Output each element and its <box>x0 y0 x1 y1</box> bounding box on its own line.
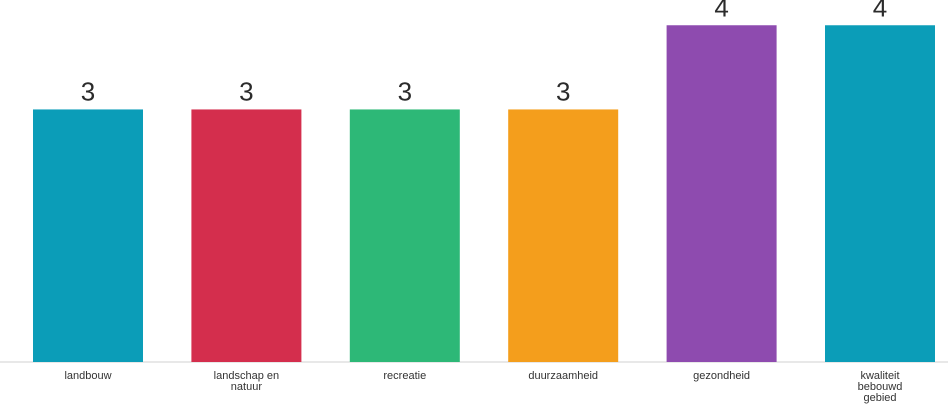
category-label-line: duurzaamheid <box>528 370 598 382</box>
category-label-1: landschap en natuur <box>214 370 279 393</box>
value-label-3: 3 <box>556 76 570 106</box>
value-label-5: 4 <box>873 0 887 22</box>
bar-0 <box>33 109 143 362</box>
category-label-line: landschap en <box>214 370 279 382</box>
value-label-group: 3 3 3 3 4 4 <box>81 0 887 106</box>
value-label-1: 3 <box>239 76 253 106</box>
category-label-line: gebied <box>863 392 896 404</box>
bar-group <box>33 25 935 363</box>
value-label-4: 4 <box>714 0 728 22</box>
category-label-0: landbouw <box>64 370 111 382</box>
bar-3 <box>508 109 619 362</box>
category-label-5: kwaliteit bebouwd gebied <box>858 370 903 404</box>
category-label-2: recreatie <box>383 370 426 382</box>
category-label-line: gezondheid <box>693 370 750 382</box>
bar-4 <box>666 25 777 363</box>
bar-1 <box>191 109 302 362</box>
category-label-line: natuur <box>231 381 263 393</box>
category-label-line: landbouw <box>64 370 111 382</box>
category-label-group: landbouw landschap en natuur recreatie duurz… <box>64 370 902 404</box>
value-label-2: 3 <box>398 76 412 106</box>
value-label-0: 3 <box>81 76 95 106</box>
category-label-line: recreatie <box>383 370 426 382</box>
category-label-4: gezondheid <box>693 370 750 382</box>
bar-2 <box>349 109 460 362</box>
category-label-3: duurzaamheid <box>528 370 598 382</box>
bar-5 <box>825 25 935 363</box>
category-label-line: kwaliteit <box>860 370 899 382</box>
category-label-line: bebouwd <box>858 381 903 393</box>
